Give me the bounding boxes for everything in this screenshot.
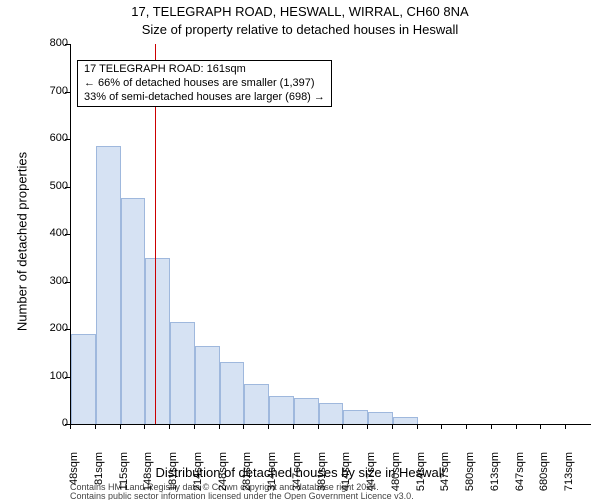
x-tick-mark [417,424,418,429]
x-tick-mark [144,424,145,429]
x-tick-label: 248sqm [217,452,229,496]
x-tick-label: 713sqm [563,452,575,496]
annotation-line-3: 33% of semi-detached houses are larger (… [84,91,325,105]
x-tick-mark [219,424,220,429]
x-tick-label: 181sqm [167,452,179,496]
x-tick-label: 314sqm [266,452,278,496]
x-tick-mark [516,424,517,429]
x-tick-mark [318,424,319,429]
plot-area: 17 TELEGRAPH ROAD: 161sqm← 66% of detach… [70,44,591,425]
x-tick-mark [243,424,244,429]
x-tick-label: 613sqm [489,452,501,496]
x-tick-label: 414sqm [340,452,352,496]
histogram-bar [145,258,170,424]
x-tick-label: 48sqm [68,452,80,496]
x-tick-mark [194,424,195,429]
y-tick-label: 0 [30,417,68,429]
x-tick-label: 580sqm [464,452,476,496]
y-tick-label: 700 [30,85,68,97]
histogram-bar [319,403,344,424]
x-tick-mark [466,424,467,429]
x-tick-label: 148sqm [142,452,154,496]
y-tick-label: 100 [30,370,68,382]
histogram-bar [121,198,146,424]
histogram-bar [170,322,195,424]
y-tick-label: 200 [30,322,68,334]
title-sub: Size of property relative to detached ho… [0,22,600,37]
x-tick-mark [95,424,96,429]
x-tick-label: 281sqm [241,452,253,496]
x-tick-label: 647sqm [514,452,526,496]
x-tick-mark [441,424,442,429]
annotation-line-1: 17 TELEGRAPH ROAD: 161sqm [84,63,325,77]
x-tick-label: 547sqm [439,452,451,496]
y-tick-label: 500 [30,180,68,192]
x-tick-mark [367,424,368,429]
annotation-box: 17 TELEGRAPH ROAD: 161sqm← 66% of detach… [77,60,332,107]
y-tick-label: 300 [30,275,68,287]
histogram-bar [368,412,393,424]
x-tick-mark [268,424,269,429]
histogram-bar [96,146,121,424]
y-tick-label: 400 [30,227,68,239]
x-tick-label: 214sqm [192,452,204,496]
x-tick-label: 680sqm [538,452,550,496]
histogram-bar [195,346,220,424]
histogram-bar [294,398,319,424]
x-tick-label: 115sqm [118,452,130,496]
x-tick-mark [342,424,343,429]
x-tick-label: 81sqm [93,452,105,496]
figure: 17, TELEGRAPH ROAD, HESWALL, WIRRAL, CH6… [0,0,600,500]
x-tick-label: 381sqm [316,452,328,496]
histogram-bar [343,410,368,424]
x-tick-label: 514sqm [415,452,427,496]
annotation-line-2: ← 66% of detached houses are smaller (1,… [84,77,325,91]
x-tick-mark [169,424,170,429]
x-tick-label: 447sqm [365,452,377,496]
y-tick-label: 600 [30,132,68,144]
histogram-bar [269,396,294,425]
x-tick-mark [70,424,71,429]
x-tick-mark [293,424,294,429]
x-tick-mark [392,424,393,429]
histogram-bar [71,334,96,424]
x-tick-mark [565,424,566,429]
x-tick-mark [491,424,492,429]
x-tick-mark [120,424,121,429]
x-tick-label: 480sqm [390,452,402,496]
y-axis-label: Number of detached properties [15,142,30,342]
histogram-bar [220,362,245,424]
y-tick-label: 800 [30,37,68,49]
histogram-bar [393,417,418,424]
histogram-bar [244,384,269,424]
x-tick-label: 347sqm [291,452,303,496]
title-main: 17, TELEGRAPH ROAD, HESWALL, WIRRAL, CH6… [0,4,600,19]
x-tick-mark [540,424,541,429]
